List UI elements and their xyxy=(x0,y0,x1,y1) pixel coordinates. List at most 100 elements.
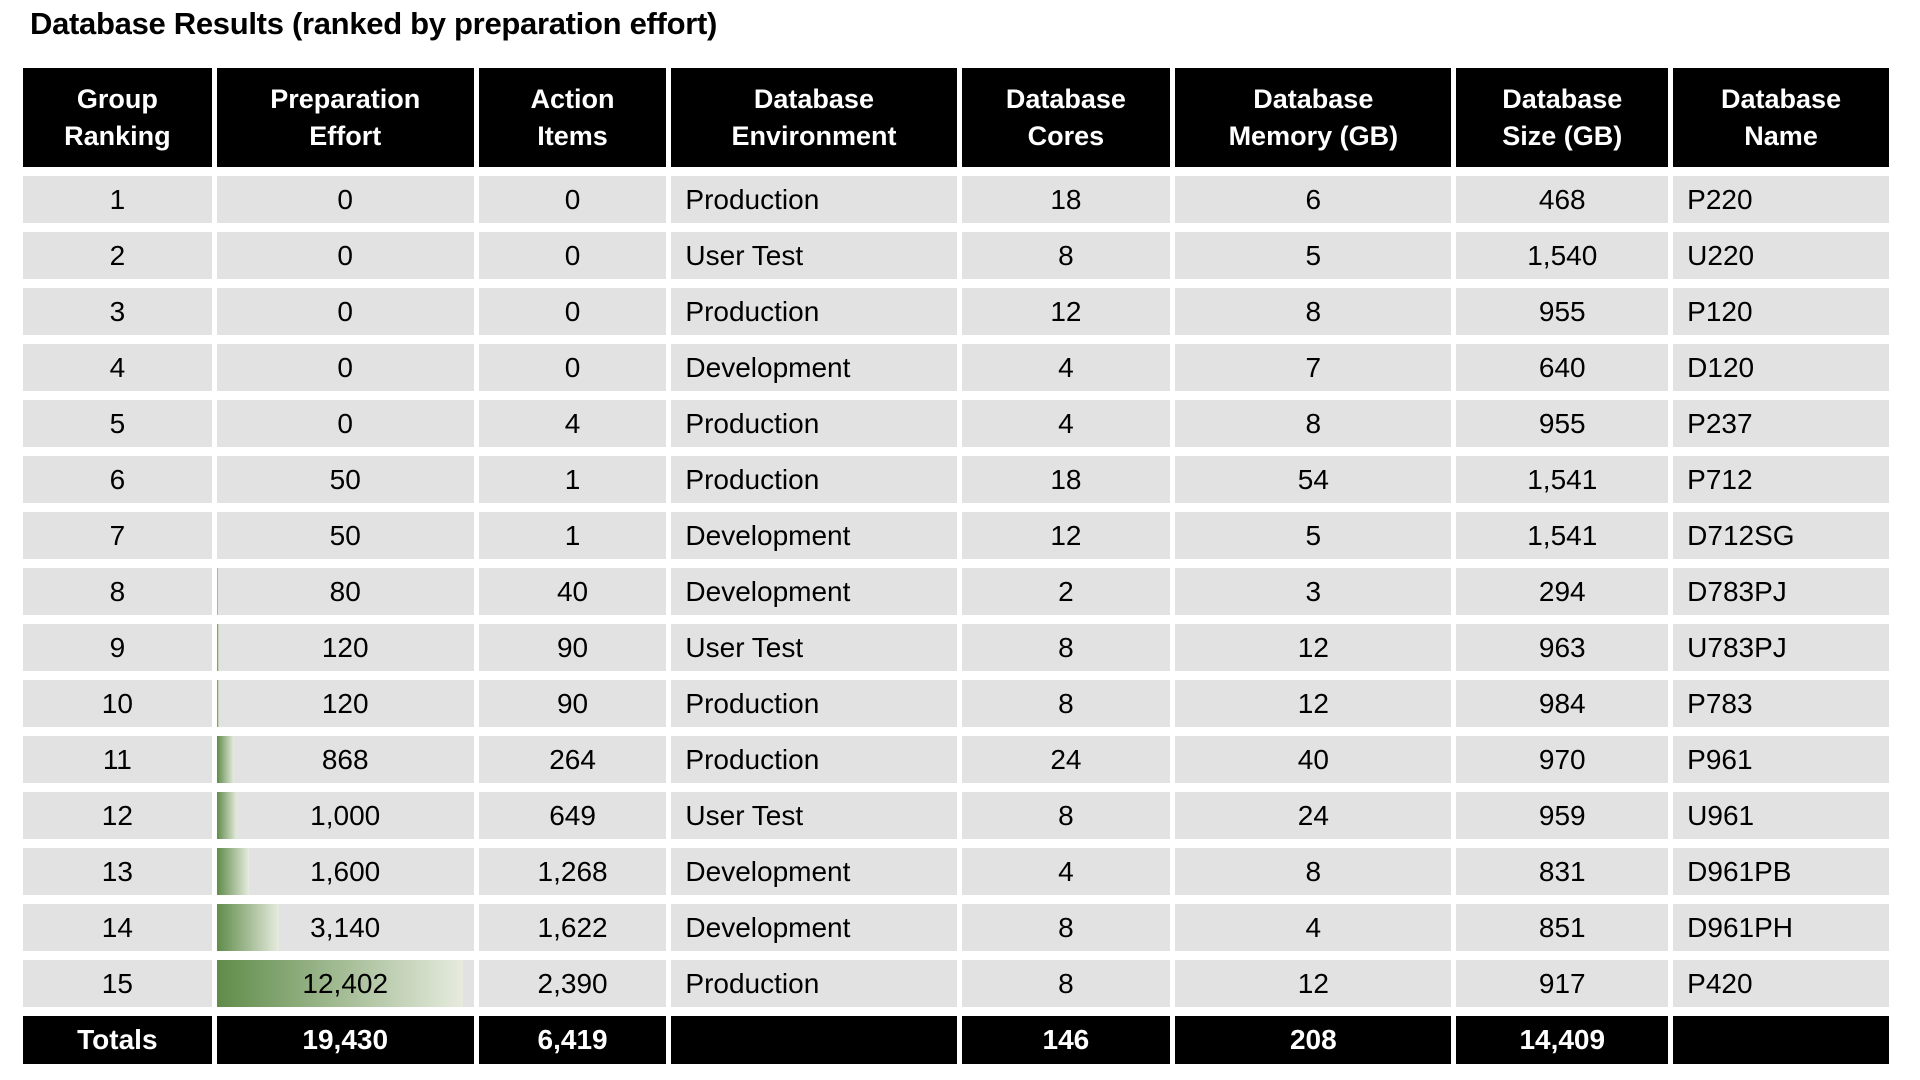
total-size_gb: 14,409 xyxy=(1456,1016,1669,1064)
cell-size_gb: 955 xyxy=(1456,400,1669,447)
cell-prep_effort: 0 xyxy=(216,344,474,391)
prep-effort-databar xyxy=(216,960,464,1007)
total-prep_effort: 19,430 xyxy=(216,1016,474,1064)
total-name xyxy=(1673,1016,1889,1064)
prep-effort-databar xyxy=(216,624,220,671)
cell-memory_gb: 7 xyxy=(1175,344,1452,391)
cell-name: P237 xyxy=(1673,400,1889,447)
cell-prep_effort: 0 xyxy=(216,176,474,223)
cell-prep_effort: 3,140 xyxy=(216,904,474,951)
column-header-memory_gb: Database Memory (GB) xyxy=(1175,68,1452,167)
cell-prep_effort: 80 xyxy=(216,568,474,615)
cell-size_gb: 963 xyxy=(1456,624,1669,671)
cell-prep_effort: 12,402 xyxy=(216,960,474,1007)
prep-effort-databar xyxy=(216,848,249,895)
prep-effort-databar xyxy=(216,904,280,951)
cell-ranking: 2 xyxy=(23,232,212,279)
prep-effort-databar xyxy=(216,792,237,839)
cell-ranking: 11 xyxy=(23,736,212,783)
cell-ranking: 9 xyxy=(23,624,212,671)
cell-environment: Development xyxy=(671,848,957,895)
cell-cores: 8 xyxy=(961,960,1171,1007)
column-header-action_items: Action Items xyxy=(478,68,667,167)
cell-cores: 8 xyxy=(961,232,1171,279)
prep-effort-value: 0 xyxy=(337,295,353,327)
cell-action_items: 1 xyxy=(478,456,667,503)
cell-action_items: 264 xyxy=(478,736,667,783)
cell-name: D961PH xyxy=(1673,904,1889,951)
cell-action_items: 0 xyxy=(478,288,667,335)
cell-cores: 8 xyxy=(961,792,1171,839)
total-memory_gb: 208 xyxy=(1175,1016,1452,1064)
cell-memory_gb: 12 xyxy=(1175,960,1452,1007)
column-header-prep_effort: Preparation Effort xyxy=(216,68,474,167)
cell-cores: 18 xyxy=(961,176,1171,223)
column-header-ranking: Group Ranking xyxy=(23,68,212,167)
cell-size_gb: 831 xyxy=(1456,848,1669,895)
cell-prep_effort: 1,000 xyxy=(216,792,474,839)
cell-memory_gb: 8 xyxy=(1175,400,1452,447)
cell-ranking: 14 xyxy=(23,904,212,951)
cell-memory_gb: 8 xyxy=(1175,848,1452,895)
cell-size_gb: 959 xyxy=(1456,792,1669,839)
cell-name: D961PB xyxy=(1673,848,1889,895)
cell-cores: 4 xyxy=(961,848,1171,895)
cell-name: P220 xyxy=(1673,176,1889,223)
cell-action_items: 0 xyxy=(478,232,667,279)
prep-effort-databar xyxy=(216,680,220,727)
cell-prep_effort: 1,600 xyxy=(216,848,474,895)
cell-name: P783 xyxy=(1673,680,1889,727)
cell-environment: User Test xyxy=(671,624,957,671)
cell-cores: 8 xyxy=(961,680,1171,727)
cell-prep_effort: 50 xyxy=(216,512,474,559)
cell-ranking: 1 xyxy=(23,176,212,223)
cell-cores: 2 xyxy=(961,568,1171,615)
prep-effort-value: 1,000 xyxy=(310,799,381,831)
cell-size_gb: 984 xyxy=(1456,680,1669,727)
cell-ranking: 6 xyxy=(23,456,212,503)
cell-name: P420 xyxy=(1673,960,1889,1007)
prep-effort-value: 120 xyxy=(321,687,369,719)
cell-ranking: 5 xyxy=(23,400,212,447)
prep-effort-value: 12,402 xyxy=(302,967,389,999)
cell-name: U961 xyxy=(1673,792,1889,839)
cell-prep_effort: 0 xyxy=(216,400,474,447)
cell-size_gb: 468 xyxy=(1456,176,1669,223)
cell-environment: Production xyxy=(671,456,957,503)
cell-action_items: 1,268 xyxy=(478,848,667,895)
cell-memory_gb: 8 xyxy=(1175,288,1452,335)
cell-environment: Production xyxy=(671,176,957,223)
cell-environment: Production xyxy=(671,400,957,447)
cell-size_gb: 1,541 xyxy=(1456,512,1669,559)
cell-name: P961 xyxy=(1673,736,1889,783)
prep-effort-value: 3,140 xyxy=(310,911,381,943)
prep-effort-value: 868 xyxy=(321,743,369,775)
prep-effort-value: 50 xyxy=(329,519,361,551)
cell-cores: 8 xyxy=(961,624,1171,671)
column-header-cores: Database Cores xyxy=(961,68,1171,167)
cell-action_items: 0 xyxy=(478,344,667,391)
cell-size_gb: 851 xyxy=(1456,904,1669,951)
prep-effort-value: 0 xyxy=(337,239,353,271)
column-header-size_gb: Database Size (GB) xyxy=(1456,68,1669,167)
cell-environment: Production xyxy=(671,680,957,727)
cell-cores: 4 xyxy=(961,344,1171,391)
cell-size_gb: 294 xyxy=(1456,568,1669,615)
cell-memory_gb: 24 xyxy=(1175,792,1452,839)
prep-effort-value: 0 xyxy=(337,183,353,215)
cell-cores: 12 xyxy=(961,288,1171,335)
column-header-name: Database Name xyxy=(1673,68,1889,167)
prep-effort-value: 80 xyxy=(329,575,361,607)
cell-prep_effort: 0 xyxy=(216,232,474,279)
cell-ranking: 7 xyxy=(23,512,212,559)
cell-memory_gb: 4 xyxy=(1175,904,1452,951)
cell-prep_effort: 868 xyxy=(216,736,474,783)
cell-size_gb: 1,541 xyxy=(1456,456,1669,503)
cell-size_gb: 970 xyxy=(1456,736,1669,783)
cell-prep_effort: 50 xyxy=(216,456,474,503)
cell-prep_effort: 120 xyxy=(216,624,474,671)
cell-environment: Production xyxy=(671,288,957,335)
cell-name: D783PJ xyxy=(1673,568,1889,615)
total-ranking: Totals xyxy=(23,1016,212,1064)
cell-name: P712 xyxy=(1673,456,1889,503)
